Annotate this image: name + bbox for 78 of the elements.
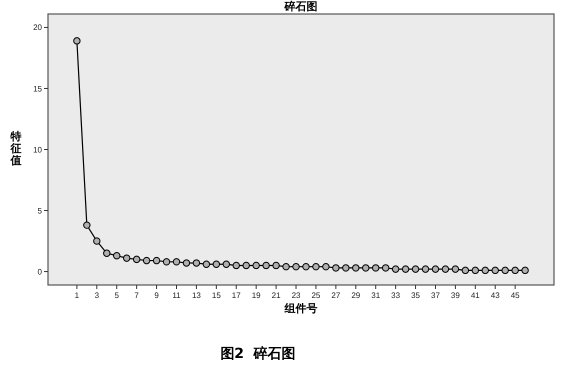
point (113, 252, 120, 260)
x-tick-label: 43 (490, 291, 500, 300)
point (362, 264, 370, 272)
x-tick-label: 39 (450, 291, 460, 300)
point (462, 266, 470, 274)
point (521, 266, 529, 274)
x-tick-label: 5 (114, 291, 120, 300)
x-tick-label: 17 (232, 291, 242, 300)
point (73, 37, 81, 45)
point (312, 262, 320, 270)
point (242, 262, 250, 270)
point (172, 258, 180, 266)
point (422, 265, 430, 273)
point (103, 250, 110, 257)
point (182, 259, 190, 267)
x-tick-label: 29 (351, 291, 361, 300)
x-tick-label: 7 (134, 291, 140, 300)
point (232, 262, 240, 270)
x-tick-label: 21 (272, 291, 282, 300)
point (262, 262, 270, 270)
x-tick-label: 31 (371, 291, 381, 300)
point (352, 264, 360, 272)
x-axis-title: 组件号 (284, 302, 318, 315)
point (442, 265, 450, 273)
point (162, 258, 170, 266)
y-tick-label: 5 (38, 206, 43, 216)
point (402, 265, 410, 273)
point (83, 221, 91, 229)
point (382, 264, 390, 272)
x-tick-label: 35 (411, 291, 421, 300)
point (482, 266, 489, 274)
point (432, 265, 440, 273)
y-axis-title: 特征值 (10, 130, 22, 167)
x-tick-label: 9 (154, 291, 160, 300)
point (492, 266, 499, 274)
x-tick-label: 27 (331, 291, 341, 300)
point (93, 237, 101, 245)
point (222, 260, 230, 268)
point (282, 262, 290, 270)
point (392, 265, 400, 273)
point (472, 266, 480, 274)
x-tick-label: 15 (212, 291, 222, 300)
point (252, 262, 260, 270)
x-tick-label: 19 (252, 291, 262, 300)
y-tick-label: 20 (33, 23, 43, 32)
point (302, 262, 310, 270)
y-tick-label: 10 (33, 145, 43, 154)
point (452, 265, 460, 273)
point (511, 266, 519, 274)
point (192, 259, 200, 267)
point (142, 256, 150, 264)
point (202, 260, 210, 268)
point (501, 266, 509, 274)
point (152, 256, 160, 264)
x-tick-label: 25 (311, 291, 321, 300)
point (212, 260, 220, 268)
point (272, 262, 280, 270)
point (342, 264, 350, 272)
x-tick-label: 41 (470, 291, 480, 300)
x-tick-label: 45 (510, 291, 520, 300)
x-tick-label: 13 (192, 291, 202, 300)
point (132, 256, 140, 264)
point (372, 264, 380, 272)
x-tick-label: 1 (74, 291, 80, 300)
x-tick-label: 33 (391, 291, 401, 300)
x-tick-label: 3 (94, 291, 100, 300)
x-tick-label: 23 (292, 291, 302, 300)
x-tick-label: 11 (172, 291, 182, 300)
x-tick-label: 37 (431, 291, 440, 300)
caption: 图2 碎石图 (220, 345, 296, 362)
point (332, 264, 340, 272)
y-tick-label: 0 (38, 267, 43, 276)
chart-title: 碎石图 (284, 0, 318, 13)
point (292, 262, 300, 270)
point (412, 265, 420, 273)
point (322, 262, 330, 270)
point (122, 254, 130, 262)
y-tick-label: 15 (33, 84, 43, 94)
